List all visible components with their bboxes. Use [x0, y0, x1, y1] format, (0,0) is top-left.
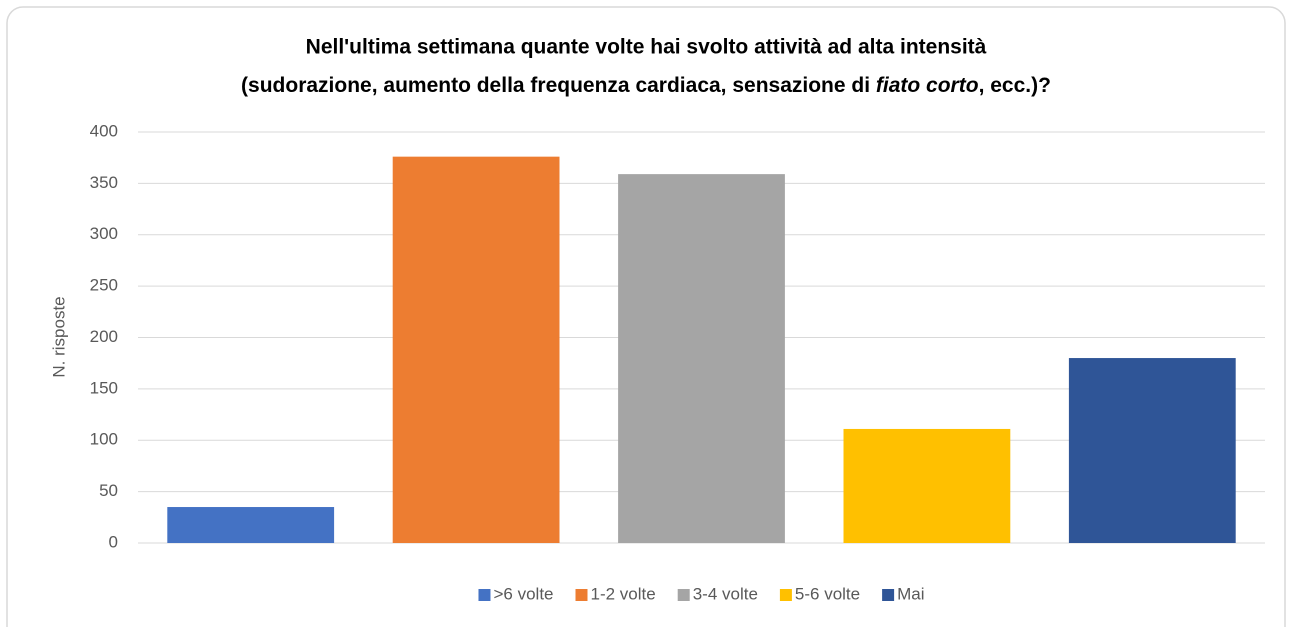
legend-swatch	[478, 589, 491, 601]
title-part: fiato corto	[876, 74, 979, 97]
y-tick-label: 400	[90, 121, 118, 140]
title-part: (sudorazione, aumento della frequenza ca…	[241, 74, 876, 97]
legend-swatch	[779, 589, 792, 601]
legend-label: 5-6 volte	[795, 584, 860, 603]
y-axis-label: N. risposte	[49, 296, 68, 377]
legend-swatch	[575, 589, 588, 601]
y-tick-label: 0	[109, 532, 118, 551]
y-tick-label: 350	[90, 173, 118, 192]
bar	[392, 156, 560, 543]
legend-label: 3-4 volte	[693, 584, 758, 603]
chart-title: Nell'ultima settimana quante volte hai s…	[306, 36, 987, 59]
legend-label: >6 volte	[493, 584, 553, 603]
legend-swatch	[677, 589, 690, 601]
y-tick-label: 150	[90, 378, 118, 397]
y-tick-label: 200	[90, 327, 118, 346]
chart-title: (sudorazione, aumento della frequenza ca…	[241, 74, 1051, 97]
bar	[843, 428, 1011, 543]
legend-label: 1-2 volte	[591, 584, 656, 603]
y-tick-label: 100	[90, 430, 118, 449]
bar	[167, 507, 335, 543]
legend-label: Mai	[897, 584, 924, 603]
legend-swatch	[882, 589, 895, 601]
bar	[618, 174, 785, 543]
y-tick-label: 300	[90, 224, 118, 243]
bar	[1068, 358, 1236, 543]
y-tick-label: 50	[99, 481, 118, 500]
y-tick-label: 250	[90, 276, 118, 295]
title-part: , ecc.)?	[979, 74, 1051, 97]
